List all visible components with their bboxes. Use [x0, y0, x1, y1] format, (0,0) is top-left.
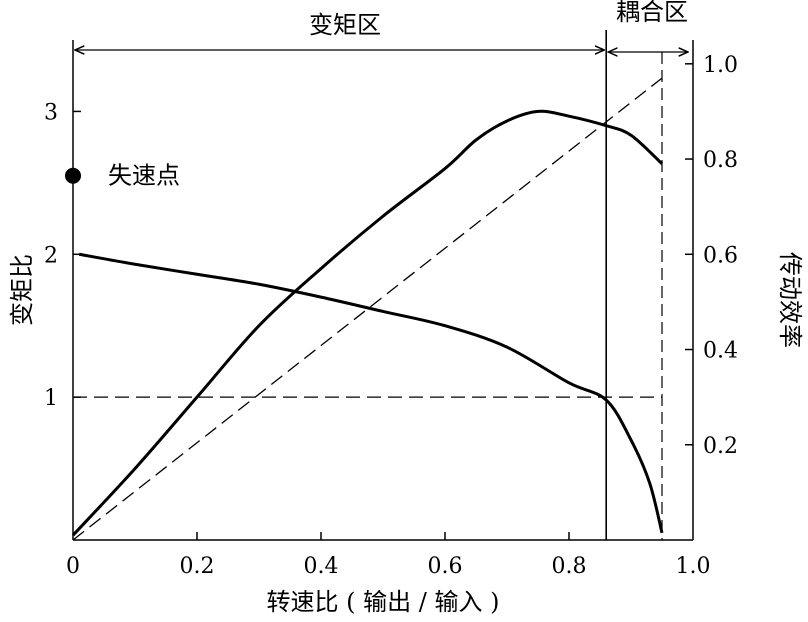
y-left-tick-label: 3	[44, 100, 58, 125]
x-tick-label: 0	[66, 554, 80, 579]
axes	[72, 40, 694, 541]
y-right-tick-label: 0.6	[703, 243, 738, 268]
y-right-tick-label: 0.2	[703, 434, 738, 459]
ticks: 0 0.2 0.4 0.6 0.8 1.0 1 2 3 0.2 0.4 0.6 0.8 1.0	[44, 53, 738, 579]
y-right-tick-label: 0.4	[703, 339, 738, 364]
y-right-tick-label: 1.0	[703, 53, 738, 78]
stall-point-marker	[65, 167, 81, 184]
region-markers	[75, 30, 688, 540]
x-tick-label: 0.6	[428, 554, 463, 579]
x-tick-label: 0.4	[304, 554, 339, 579]
y-axis-left-label: 变矩比	[8, 254, 36, 326]
series-line-2	[71, 109, 664, 537]
y-left-tick-label: 2	[44, 243, 58, 268]
coupling-region-label: 耦合区	[616, 0, 688, 26]
x-tick-label: 1.0	[676, 554, 711, 579]
torque-region-label: 变矩区	[309, 11, 381, 39]
y-left-tick-label: 1	[44, 386, 58, 411]
y-axis-right-label: 传动效率	[776, 252, 804, 348]
stall-point-label: 失速点	[108, 162, 180, 190]
series-layer	[71, 77, 664, 541]
x-axis-label: 转速比 ( 输出 / 输入 )	[267, 588, 500, 616]
x-tick-label: 0.8	[552, 554, 587, 579]
y-right-tick-label: 0.8	[703, 148, 738, 173]
x-tick-label: 0.2	[180, 554, 215, 579]
series-line-1	[78, 252, 664, 534]
